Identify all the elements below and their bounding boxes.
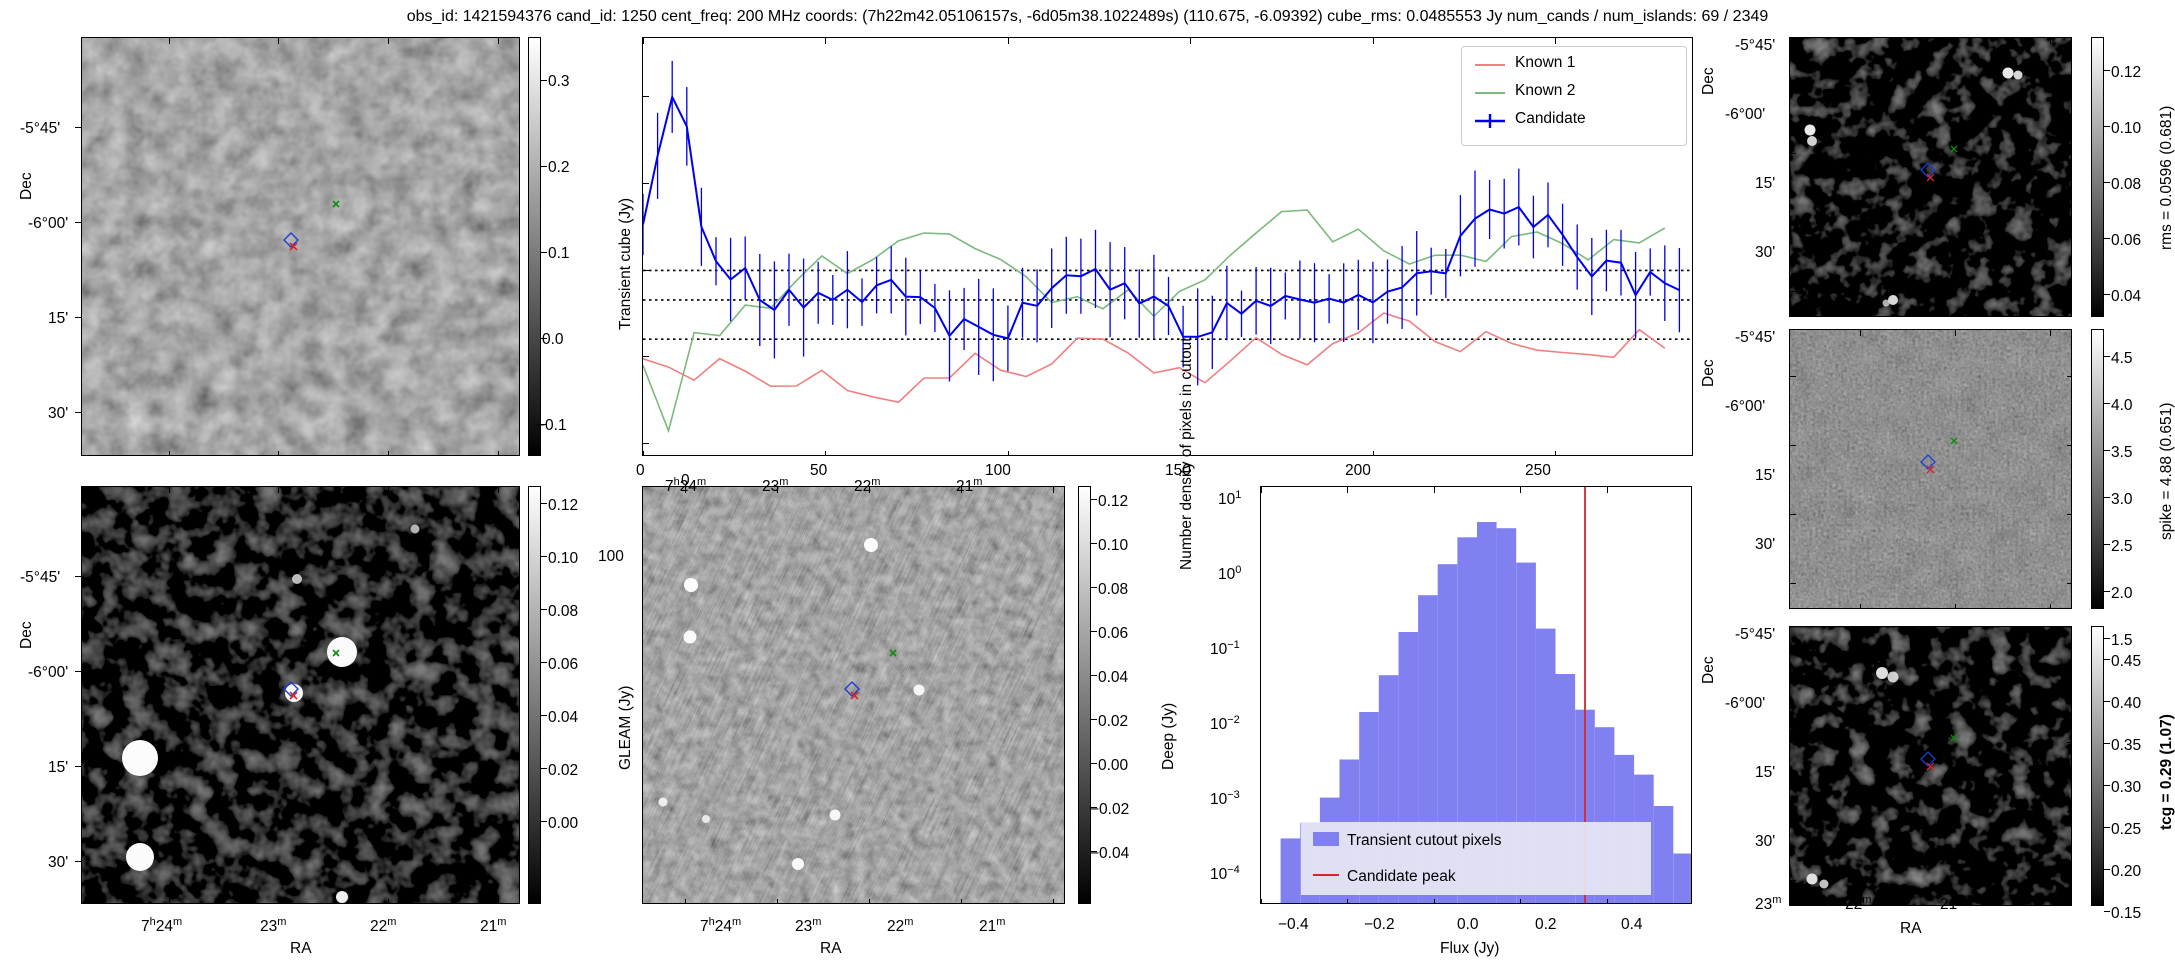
svg-text:Transient cutout pixels: Transient cutout pixels	[1347, 832, 1502, 849]
svg-text:Candidate peak: Candidate peak	[1347, 868, 1456, 885]
